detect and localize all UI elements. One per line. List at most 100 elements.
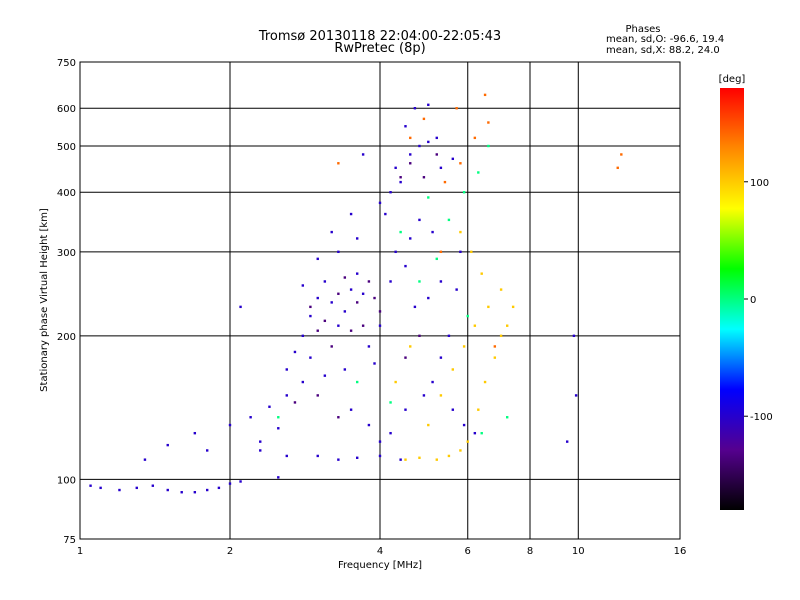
data-point <box>367 423 371 427</box>
data-point <box>193 431 197 435</box>
data-point <box>462 191 466 194</box>
data-point <box>361 292 365 295</box>
data-point <box>135 486 138 490</box>
data-point <box>447 218 451 222</box>
data-point <box>389 431 392 435</box>
data-point <box>470 250 473 254</box>
data-point <box>89 484 92 487</box>
data-point <box>361 153 365 156</box>
data-point <box>511 305 515 309</box>
data-point <box>427 296 430 300</box>
data-point <box>361 324 365 327</box>
x-tick-label: 6 <box>465 546 471 557</box>
data-point <box>418 144 421 148</box>
data-point <box>480 431 483 435</box>
data-point <box>180 491 183 494</box>
data-point <box>422 176 426 179</box>
data-point <box>413 305 417 309</box>
data-point <box>259 440 262 443</box>
data-point <box>285 454 288 458</box>
data-point <box>166 443 169 447</box>
data-point <box>337 292 340 295</box>
data-point <box>349 212 353 216</box>
data-point <box>378 324 382 327</box>
data-point <box>413 107 417 110</box>
data-point <box>473 324 477 327</box>
y-tick-label: 500 <box>57 142 76 153</box>
colorbar-tick-label: 100 <box>750 178 769 189</box>
stats-line-x: mean, sd,X: 88.2, 24.0 <box>606 45 720 56</box>
data-point <box>409 345 412 348</box>
data-point <box>316 454 319 458</box>
y-tick-label: 400 <box>57 188 76 199</box>
data-point <box>343 276 347 279</box>
colorbar-ticks: 100 0 -100 <box>744 178 773 423</box>
chart-subtitle: RwPretec (8p) <box>334 41 425 56</box>
data-point <box>620 153 623 156</box>
data-point <box>301 380 305 384</box>
data-point <box>355 456 359 459</box>
data-point <box>151 484 155 487</box>
data-point <box>565 440 569 443</box>
x-axis-ticks: 1 2 4 6 8 10 16 <box>77 546 687 557</box>
data-point <box>418 456 421 459</box>
data-point <box>477 408 480 411</box>
data-point <box>439 280 443 283</box>
data-point <box>205 449 209 452</box>
data-point <box>337 162 340 165</box>
data-point <box>277 416 280 419</box>
chart-grid <box>80 62 680 539</box>
data-point <box>422 117 426 121</box>
data-point <box>466 440 469 443</box>
data-point <box>399 176 402 179</box>
data-point <box>394 250 397 254</box>
data-point <box>616 166 619 170</box>
data-point <box>316 394 319 397</box>
data-point <box>427 140 430 144</box>
colorbar-label: [deg] <box>719 74 746 85</box>
data-point <box>435 458 438 461</box>
data-point <box>384 212 387 216</box>
data-point <box>455 107 458 110</box>
data-point <box>451 368 455 371</box>
data-point <box>493 356 497 359</box>
data-point <box>239 305 242 309</box>
data-point <box>477 171 480 174</box>
stats-title: Phases <box>625 24 660 35</box>
data-point <box>399 230 402 234</box>
data-point <box>337 324 340 327</box>
data-point <box>330 345 333 348</box>
data-point <box>404 125 407 128</box>
data-points <box>89 93 623 494</box>
data-point <box>487 121 490 124</box>
data-point <box>418 218 421 222</box>
data-point <box>355 237 359 240</box>
data-point <box>451 157 455 161</box>
data-point <box>505 416 509 419</box>
y-axis-label: Stationary phase Virtual Height [km] <box>39 208 50 392</box>
data-point <box>193 491 197 494</box>
data-point <box>483 380 487 384</box>
y-tick-label: 100 <box>57 475 76 486</box>
y-tick-label: 750 <box>57 58 76 69</box>
data-point <box>373 296 376 300</box>
y-tick-label: 200 <box>57 332 76 343</box>
stats-line-o: mean, sd,O: -96.6, 19.4 <box>606 34 724 45</box>
data-point <box>439 166 443 170</box>
colorbar <box>720 88 744 510</box>
data-point <box>143 458 147 461</box>
data-point <box>572 334 576 338</box>
data-point <box>459 449 462 452</box>
data-point <box>427 423 430 427</box>
data-point <box>394 380 397 384</box>
data-point <box>389 401 392 404</box>
data-point <box>455 288 458 291</box>
data-point <box>316 296 319 300</box>
data-point <box>349 329 353 332</box>
data-point <box>404 408 407 411</box>
x-tick-label: 10 <box>572 546 585 557</box>
data-point <box>439 356 443 359</box>
y-tick-label: 75 <box>63 535 76 546</box>
data-point <box>373 362 376 365</box>
y-tick-label: 300 <box>57 248 76 259</box>
